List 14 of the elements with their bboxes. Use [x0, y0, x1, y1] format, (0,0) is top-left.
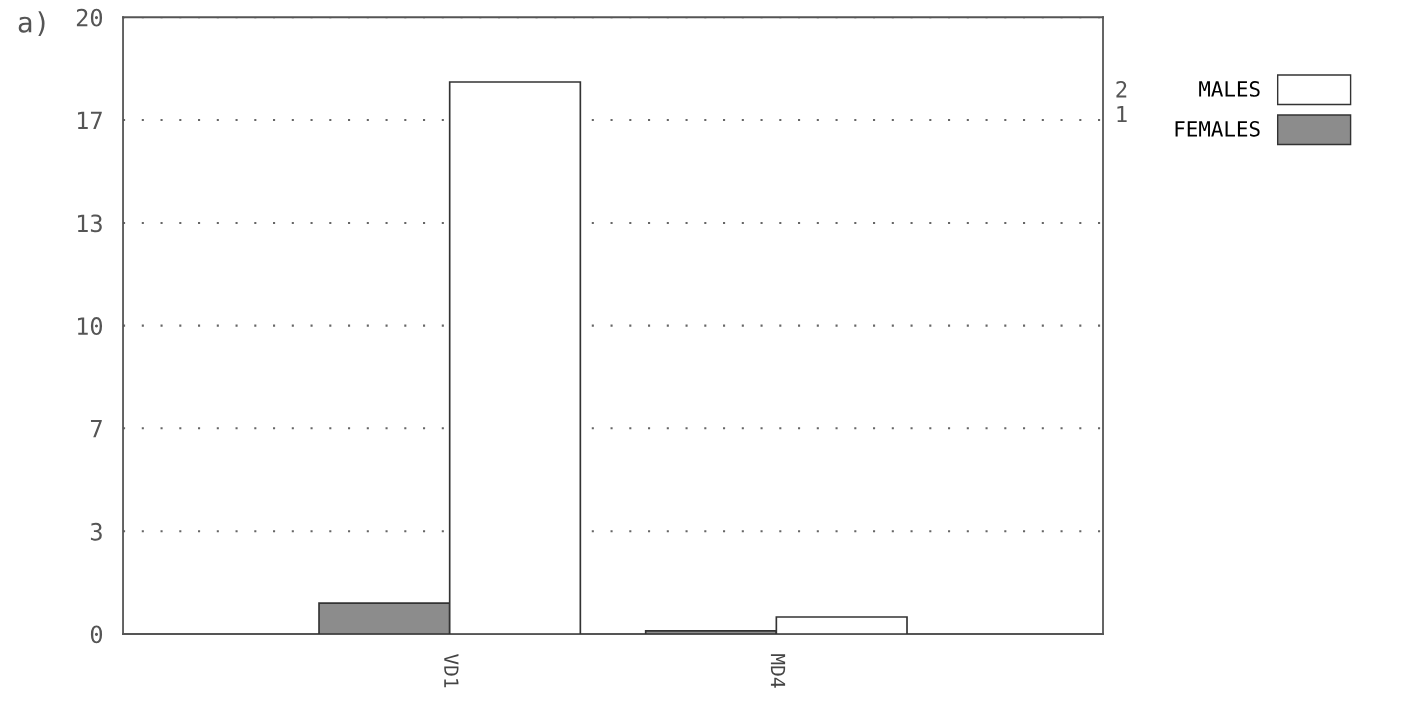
y-tick-label: 7	[90, 420, 102, 438]
x-tick-label: VD1	[444, 653, 459, 688]
y-tick-label: 10	[77, 317, 103, 335]
y-tick-label: 0	[90, 625, 103, 644]
y-tick-label: 20	[76, 8, 103, 27]
text: a)	[18, 11, 45, 36]
y-tick-label: 13	[77, 214, 102, 233]
y-tick-label: 3	[90, 522, 102, 541]
x-tick-label: MD4	[770, 654, 786, 688]
y-tick-label: 17	[77, 111, 102, 129]
legend-label: FEMALES	[1175, 120, 1260, 137]
text: 2	[1116, 80, 1127, 98]
text: 1	[1117, 105, 1127, 123]
legend-label: MALES	[1199, 81, 1260, 97]
